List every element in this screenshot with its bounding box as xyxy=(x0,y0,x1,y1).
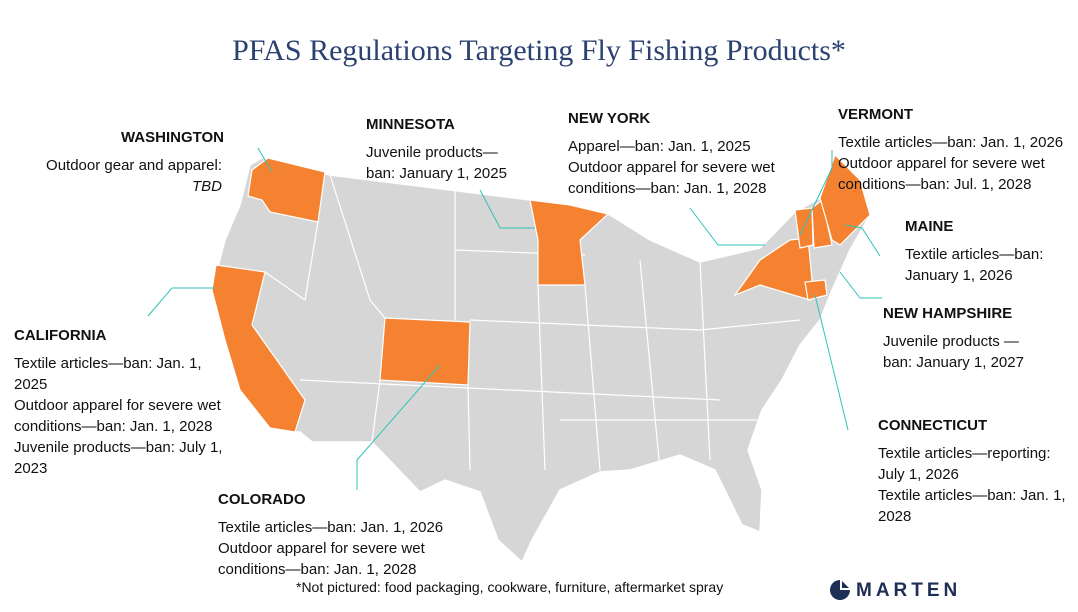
state-label: MAINE Textile articles—ban: January 1, 2… xyxy=(905,216,1070,286)
state-name: MINNESOTA xyxy=(366,116,455,133)
state-rule: Juvenile products—ban: July 1, 2023 xyxy=(14,439,223,477)
state-name: MAINE xyxy=(905,218,954,235)
state-rule: TBD xyxy=(192,178,222,195)
connectors xyxy=(147,147,882,490)
state-rule: Juvenile products — ban: January 1, 2027 xyxy=(883,333,1024,371)
state-label: CONNECTICUT Textile articles—reporting: … xyxy=(878,415,1068,527)
state-label: COLORADO Textile articles—ban: Jan. 1, 2… xyxy=(218,489,463,580)
state-rule: Textile articles—ban: Jan. 1, 2026 xyxy=(838,134,1064,151)
state-label: NEW YORK Apparel—ban: Jan. 1, 2025 Outdo… xyxy=(568,108,793,199)
state-rule: Outdoor gear and apparel: xyxy=(46,157,222,174)
state-label: VERMONT Textile articles—ban: Jan. 1, 20… xyxy=(838,104,1078,195)
state-rule: Outdoor apparel for severe wet condition… xyxy=(568,159,775,197)
state-label: MINNESOTA Juvenile products— ban: Januar… xyxy=(366,114,536,184)
state-rule: Juvenile products— xyxy=(366,144,498,161)
state-name: NEW HAMPSHIRE xyxy=(883,305,1013,322)
state-name: NEW YORK xyxy=(568,110,651,127)
state-label: WASHINGTON Outdoor gear and apparel: TBD xyxy=(46,127,224,197)
title: PFAS Regulations Targeting Fly Fishing P… xyxy=(232,34,846,67)
state-rule: Outdoor apparel for severe wet condition… xyxy=(218,540,425,578)
state-name: CALIFORNIA xyxy=(14,327,107,344)
state-rule: Apparel—ban: Jan. 1, 2025 xyxy=(568,138,751,155)
state-name: COLORADO xyxy=(218,491,306,508)
state-rule: Textile articles—ban: January 1, 2026 xyxy=(905,246,1044,284)
state-rule: Outdoor apparel for severe wet condition… xyxy=(14,397,221,435)
state-rule: Outdoor apparel for severe wet condition… xyxy=(838,155,1045,193)
highlighted-states xyxy=(211,153,871,433)
logo: MARTEN xyxy=(856,580,962,601)
state-name: VERMONT xyxy=(838,106,913,123)
logo-icon xyxy=(830,580,850,600)
state-rule: Textile articles—reporting: July 1, 2026 xyxy=(878,445,1051,483)
state-rule: Textile articles—ban: Jan. 1, 2025 xyxy=(14,355,202,393)
footnote: *Not pictured: food packaging, cookware,… xyxy=(296,579,724,595)
state-label: NEW HAMPSHIRE Juvenile products — ban: J… xyxy=(883,303,1048,373)
state-name: WASHINGTON xyxy=(120,129,224,146)
state-rule: ban: January 1, 2025 xyxy=(366,165,507,182)
state-rule: Textile articles—ban: Jan. 1, 2028 xyxy=(878,487,1066,525)
state-name: CONNECTICUT xyxy=(878,417,988,434)
state-rule: Textile articles—ban: Jan. 1, 2026 xyxy=(218,519,444,536)
state-label: CALIFORNIA Textile articles—ban: Jan. 1,… xyxy=(14,325,229,479)
